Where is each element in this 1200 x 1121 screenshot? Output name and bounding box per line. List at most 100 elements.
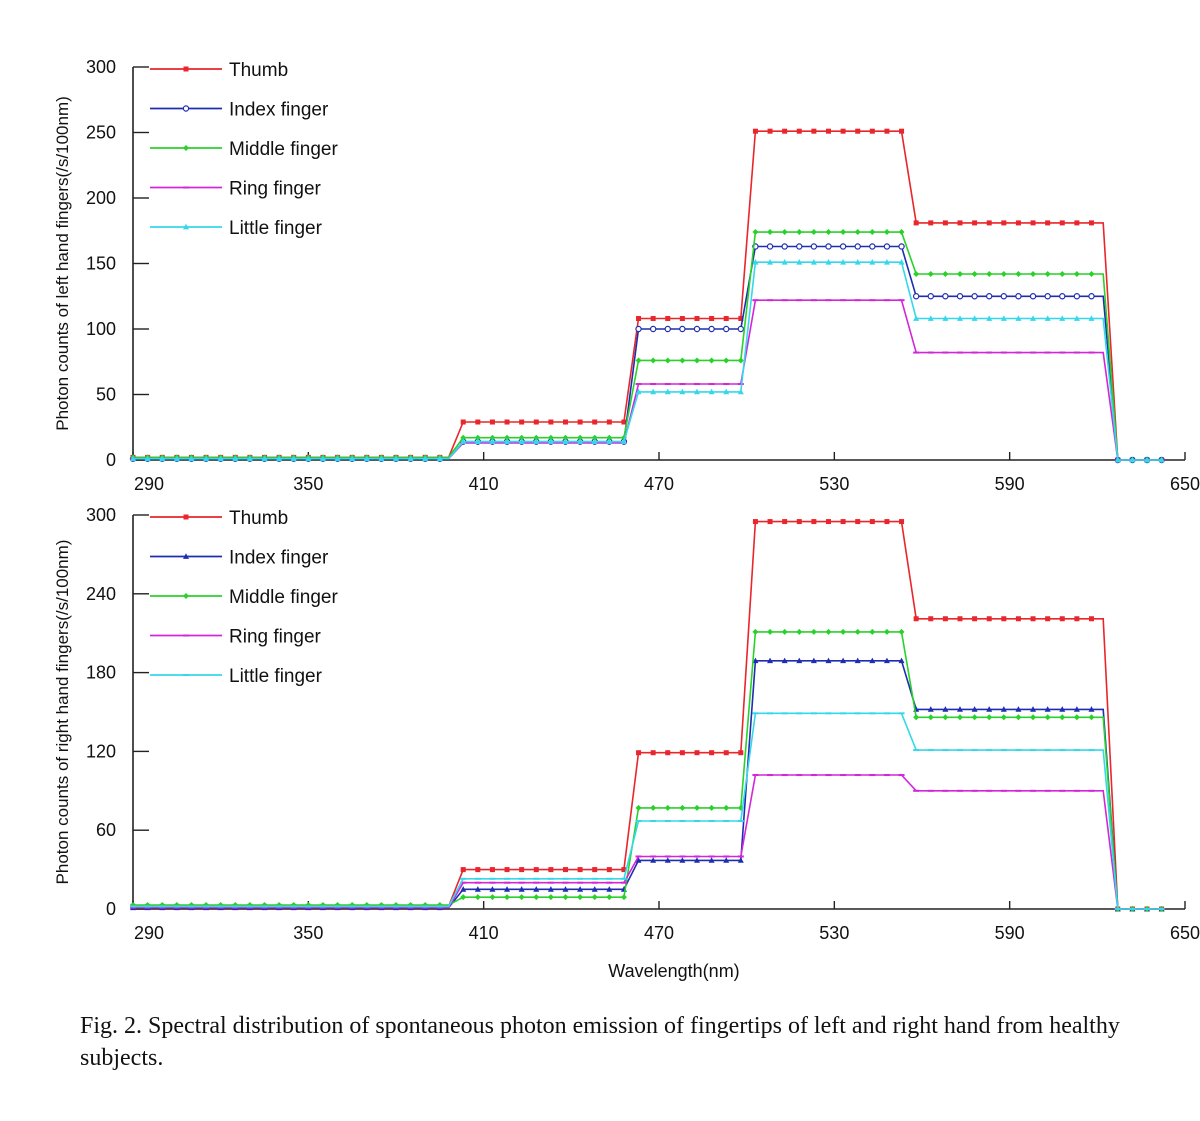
data-point [635,804,642,811]
data-point [694,750,700,756]
legend-label: Thumb [229,60,288,81]
data-point [723,857,730,863]
data-point [203,455,210,462]
data-point [1059,315,1066,321]
data-point [986,220,992,226]
data-point [927,714,934,721]
data-point [810,243,818,250]
data-point [840,519,846,525]
data-point [1015,293,1022,300]
data-point [679,750,685,756]
series-index-finger [130,657,1165,912]
data-point [942,315,949,321]
data-point [737,325,745,333]
x-axis-label: Wavelength(nm) [608,961,739,981]
data-point [781,657,788,664]
y-axis-label: Photon counts of right hand fingers(/s/1… [53,540,72,885]
data-point [606,894,613,901]
data-point [665,316,671,322]
data-point [883,229,890,236]
data-point [694,316,700,322]
data-point [796,628,803,635]
data-point [913,315,920,321]
data-point [796,519,802,525]
data-point [709,750,715,756]
data-point [1074,220,1080,226]
data-point [693,357,700,364]
data-point [363,455,370,462]
data-point [562,434,569,441]
data-point [709,316,715,322]
data-point [767,657,774,664]
data-point [547,438,554,445]
data-point [679,388,686,395]
data-point [460,886,467,892]
data-point [1030,714,1037,721]
data-point [883,657,890,664]
data-point [621,419,627,425]
y-tick-label: 0 [106,450,116,470]
data-point [1029,293,1037,300]
data-point [1030,706,1037,712]
data-point [810,229,817,236]
data-point [533,438,540,445]
data-point [738,750,744,756]
data-point [460,894,467,901]
series-line [133,712,1162,910]
data-point [899,519,905,525]
data-point [577,438,584,445]
data-point [504,886,511,892]
data-point [679,857,686,863]
data-point [723,316,729,322]
data-point [855,128,861,134]
data-point [986,616,992,622]
y-tick-label: 200 [86,188,116,208]
data-point [723,750,729,756]
data-point [971,270,978,277]
data-point [869,628,876,635]
data-point [1000,293,1008,300]
data-point [767,519,773,525]
data-point [840,657,847,664]
data-point [796,258,803,265]
data-point [518,434,525,441]
data-point [650,357,657,364]
right-hand-chart: 0 60 120 180 240 300 290 350 410 470 530 590 650 Phot… [53,505,1200,981]
legend-label: Ring finger [229,627,322,648]
series-line [133,520,1162,910]
data-point [840,628,847,635]
data-point [591,434,598,441]
data-point [913,270,920,277]
data-point [854,229,861,236]
y-tick-label: 100 [86,319,116,339]
data-point [635,357,642,364]
data-point [913,714,920,721]
data-point [912,293,920,300]
data-point [942,714,949,721]
data-point [1015,714,1022,721]
data-point [460,438,467,445]
legend-marker [182,105,190,112]
data-point [460,419,466,425]
data-point [972,220,978,226]
data-point [378,455,385,462]
series-line [133,261,1162,461]
series-little-finger [130,258,1165,463]
data-point [781,243,788,250]
data-point [767,258,774,265]
series-line [133,659,1162,910]
data-point [693,804,700,811]
data-point [840,229,847,236]
data-point [1088,616,1094,622]
data-point [679,316,685,322]
data-point [883,628,890,635]
x-tick-label: 650 [1170,474,1200,494]
data-point [752,628,759,635]
legend-marker [183,593,189,599]
data-point [562,419,568,425]
data-point [767,128,773,134]
data-point [1088,315,1095,321]
data-point [533,434,540,441]
data-point [723,804,730,811]
y-tick-label: 120 [86,741,116,761]
